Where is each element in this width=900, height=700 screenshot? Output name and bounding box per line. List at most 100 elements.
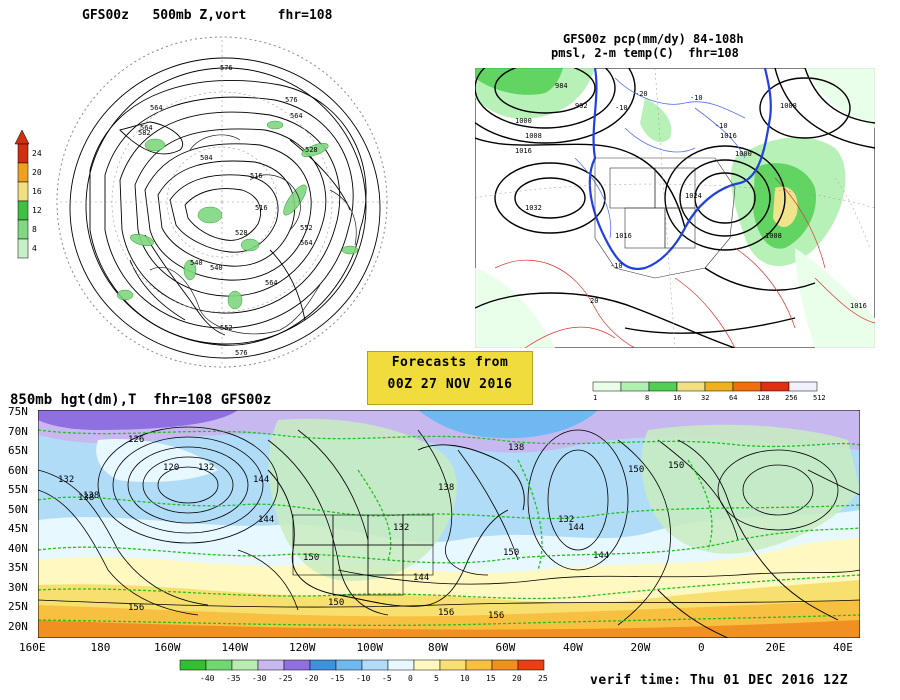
panel3-contour-label: 138: [438, 483, 454, 493]
lat-label: 35N: [8, 561, 28, 574]
lat-label: 75N: [8, 405, 28, 418]
panel2-contour-label: 1016: [720, 132, 737, 140]
panel2-contour-label: -10: [690, 94, 703, 102]
panel2-contour-label: -20: [635, 90, 648, 98]
lat-label: 20N: [8, 619, 28, 633]
panel2-colorbar-swatch: [704, 381, 734, 392]
panel3-contour-label: 132: [393, 523, 409, 533]
panel2-contour-label: 1032: [525, 204, 542, 212]
panel1-contour-label: 576: [220, 64, 233, 72]
lon-label: 160W: [154, 641, 181, 654]
panel3-colorbar-label: -40: [200, 674, 215, 683]
panel2-title-line1: GFS00z pcp(mm/dy) 84-108h: [563, 32, 744, 46]
panel2-contour-label: 1000: [735, 150, 752, 158]
panel3-contour-label: 150: [668, 461, 684, 471]
panel1-colorbar-label: 12: [32, 206, 42, 215]
panel1-colorbar-label: 4: [32, 244, 37, 253]
panel2-contour-label: 1016: [850, 302, 867, 310]
panel3-contour-label: 144: [413, 573, 429, 583]
panel2-contour-label: 1008: [780, 102, 797, 110]
panel3-title: 850mb hgt(dm),T fhr=108 GFS00z: [10, 392, 272, 408]
panel2-contour-label: 1008: [765, 232, 782, 240]
panel2-colorbar-label: 8: [645, 394, 649, 402]
panel2-colorbar-swatch: [676, 381, 706, 392]
panel2-contour-label: 20: [590, 297, 598, 305]
panel1-contour-label: 564: [140, 124, 153, 132]
lat-label: 25N: [8, 600, 28, 613]
panel3-colorbar-label: 10: [460, 674, 470, 683]
lon-label: 120W: [289, 641, 316, 654]
panel2-contour-label: 1000: [515, 117, 532, 125]
panel1-contour-label: 516: [255, 204, 268, 212]
panel3-colorbar-label: 5: [434, 674, 439, 683]
panel3-colorbar-label: -5: [382, 674, 392, 683]
panel2-contour-label: 992: [575, 102, 588, 110]
panel1-contour-label: 576: [235, 349, 248, 357]
lon-label: 40W: [563, 641, 583, 654]
panel2-contour-label: -10: [610, 262, 623, 270]
lat-label: 30N: [8, 580, 28, 594]
lon-label: 140W: [221, 641, 249, 654]
panel1-contour-label: 540: [190, 259, 203, 267]
panel1-colorbar-label: 8: [32, 225, 37, 234]
panel3-colorbar-swatch: [465, 659, 493, 671]
panel1-contour-label: 564: [290, 112, 303, 120]
lat-label: 40N: [8, 541, 28, 555]
panel3-contour-label: 150: [328, 598, 344, 608]
panel1-contour-label: 528: [235, 229, 248, 237]
lon-label: 20E: [765, 641, 786, 654]
panel1-title: GFS00z 500mb Z,vort fhr=108: [82, 8, 333, 23]
panel3-colorbar-swatch: [309, 659, 337, 671]
panel1-contour-label: 564: [150, 104, 163, 112]
panel3-contour-label: 144: [568, 523, 584, 533]
panel3-contour-label: 150: [628, 465, 644, 475]
panel3-map: 126 132 120 132 138 144 138 144 156 150 138 132 150 1…: [38, 410, 860, 638]
panel1-colorbar-swatch: [17, 181, 29, 202]
panel3-contour-label: 120: [163, 463, 179, 473]
lon-label: 160E: [19, 641, 46, 654]
panel3-colorbar-swatch: [387, 659, 415, 671]
panel2-contour-label: -10: [715, 122, 728, 130]
lon-label: 60W: [495, 641, 516, 654]
panel3-colorbar-label: -15: [330, 674, 345, 683]
panel2-contour-label: 984: [555, 82, 568, 90]
panel1-colorbar-label: 20: [32, 168, 42, 177]
panel2-colorbar-label: 128: [757, 394, 770, 402]
lat-label: 45N: [8, 522, 28, 535]
lon-label: 180: [90, 641, 111, 654]
panel3-colorbar-label: 15: [486, 674, 496, 683]
panel2-colorbar-swatch: [732, 381, 762, 392]
panel3-colorbar-label: 25: [538, 674, 548, 683]
lon-label: 0: [698, 641, 705, 654]
panel2-contour-label: 1008: [525, 132, 542, 140]
panel1-contour-label: 540: [210, 264, 223, 272]
panel1-contour-label: 564: [265, 279, 278, 287]
panel1-colorbar-label: 16: [32, 187, 42, 196]
lon-label: 100W: [356, 641, 384, 654]
lon-label: 20W: [630, 641, 651, 654]
panel1-contour-label: 564: [300, 239, 313, 247]
panel3-colorbar-swatch: [205, 659, 233, 671]
panel3-colorbar-swatch: [517, 659, 545, 671]
panel2-colorbar-swatch: [592, 381, 622, 392]
verif-time: verif time: Thu 01 DEC 2016 12Z: [590, 673, 849, 688]
panel3-contour-label: 150: [303, 553, 319, 563]
panel2-contour-label: 1024: [685, 192, 702, 200]
lat-label: 50N: [8, 502, 28, 516]
panel3-colorbar-swatch: [361, 659, 389, 671]
panel1-colorbar-label: 24: [32, 149, 42, 158]
panel2-colorbar-label: 16: [673, 394, 681, 402]
panel3-contour-label: 144: [258, 515, 274, 525]
panel1-contour-label: 576: [285, 96, 298, 104]
panel1-contour-label: 582: [138, 129, 151, 137]
panel3-colorbar-swatch: [439, 659, 467, 671]
panel2-colorbar-swatch: [648, 381, 678, 392]
panel3-contour-label: 138: [83, 491, 99, 501]
panel3-colorbar-swatch: [283, 659, 311, 671]
panel3-colorbar-label: -10: [356, 674, 371, 683]
panel3-colorbar-swatch: [231, 659, 259, 671]
panel2-contour-label: 1016: [515, 147, 532, 155]
panel3-colorbar-swatch: [491, 659, 519, 671]
panel3-colorbar: -40 -35 -30 -25 -20 -15 -10 -5 0 5 10 15 20 25: [179, 659, 548, 683]
panel3-colorbar-swatch: [257, 659, 285, 671]
